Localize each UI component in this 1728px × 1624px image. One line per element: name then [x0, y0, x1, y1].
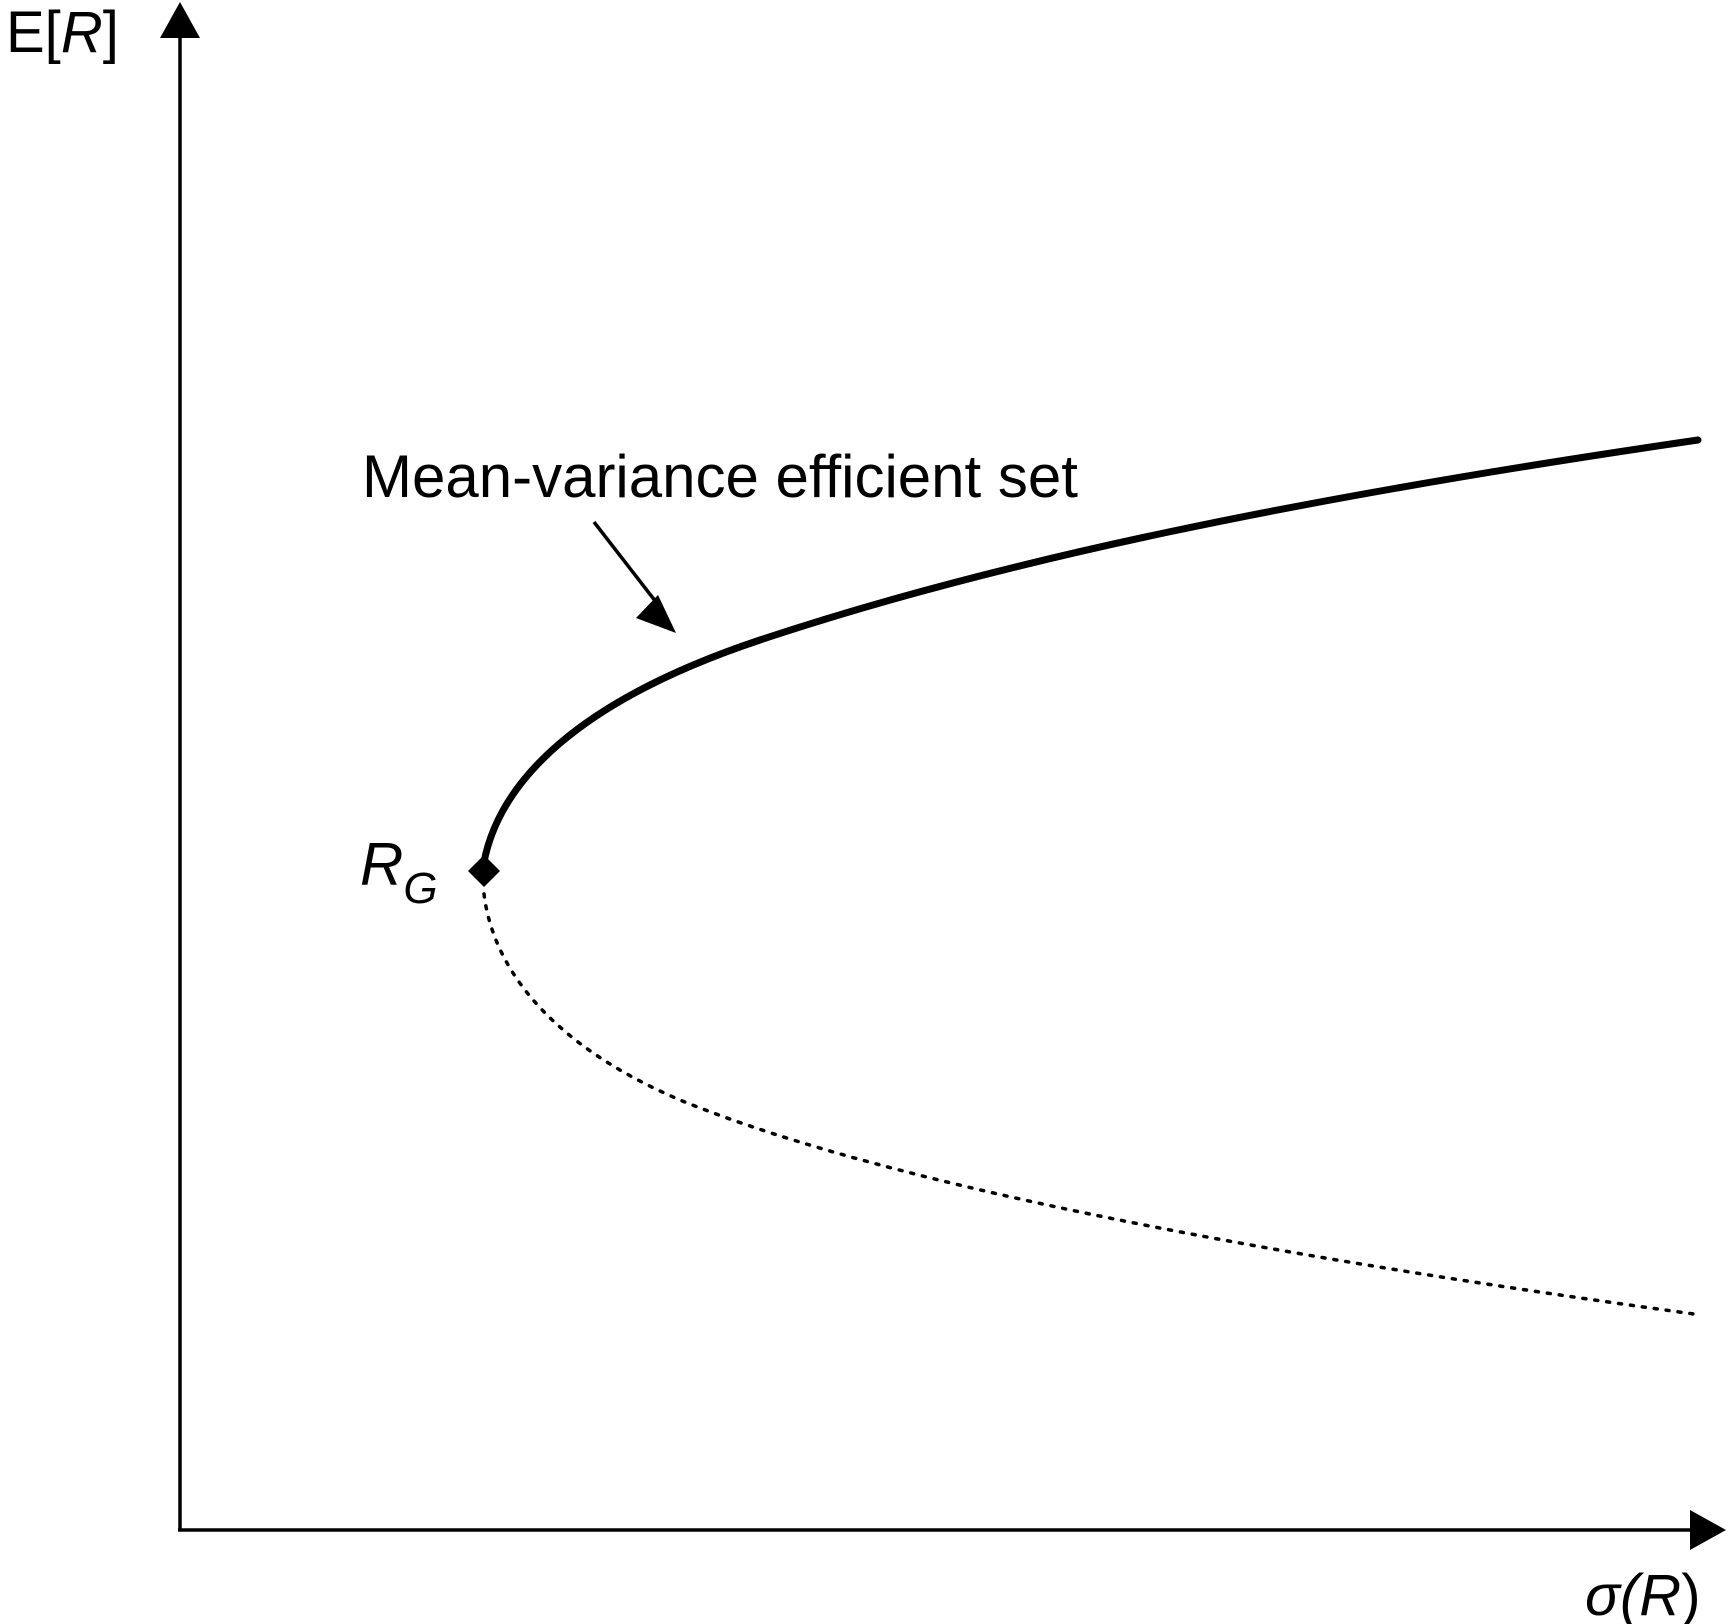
y-axis-label: E[R]: [6, 0, 119, 65]
x-axis-arrowhead: [1690, 1510, 1726, 1550]
x-axis-label: σ(R): [1585, 1563, 1701, 1624]
annotation-arrow-shaft: [592, 520, 658, 604]
inefficient-frontier-curve: [482, 892, 1696, 1316]
efficient-set-annotation-label: Mean-variance efficient set: [362, 443, 1078, 510]
min-variance-point-label: RG: [360, 831, 438, 913]
annotation-arrowhead: [636, 595, 676, 633]
efficient-frontier-curve: [480, 436, 1702, 866]
y-axis-arrowhead: [160, 2, 200, 38]
min-variance-point-marker: [468, 855, 500, 887]
